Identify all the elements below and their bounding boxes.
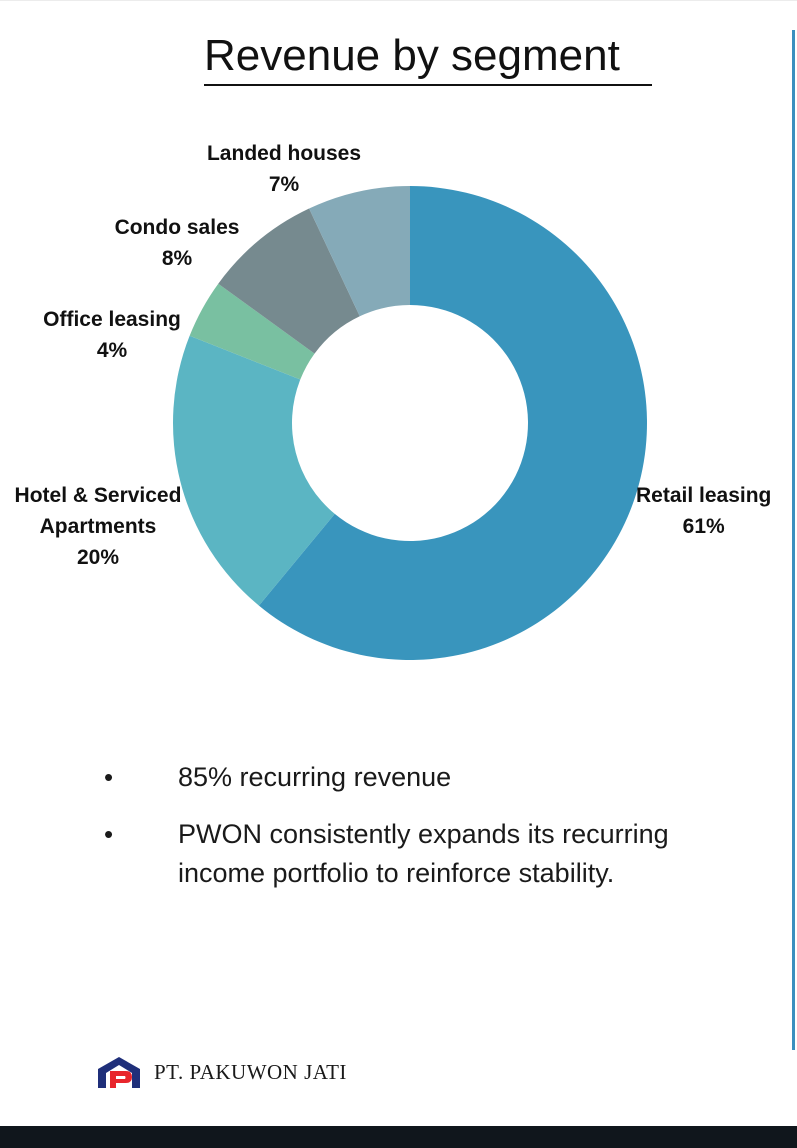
bullet-dot: • (104, 819, 114, 849)
bullet-text: PWON consistently expands its recurring … (178, 819, 669, 888)
bullet-item: • 85% recurring revenue (100, 758, 760, 797)
right-accent-rule (792, 30, 795, 1050)
slice-retail-leasing (258, 185, 648, 660)
slice-office-leasing (189, 283, 315, 380)
page-title: Revenue by segment (204, 28, 652, 86)
label-hotel-serviced-apartments: Hotel & Serviced Apartments 20% (14, 484, 182, 569)
bottom-bar (0, 1126, 797, 1148)
label-landed-houses: Landed houses 7% (206, 142, 362, 196)
bullet-list: • 85% recurring revenue • PWON consisten… (100, 758, 760, 911)
slice-landed-houses (309, 186, 410, 317)
slice-hotel-serviced-apartments (172, 335, 335, 606)
label-condo-sales: Condo sales 8% (114, 216, 240, 270)
pakuwon-logo-icon (98, 1057, 140, 1088)
label-retail-leasing: Retail leasing 61% (636, 484, 772, 538)
bullet-item: • PWON consistently expands its recurrin… (100, 815, 760, 893)
top-divider (0, 0, 797, 1)
bullet-text: 85% recurring revenue (178, 762, 452, 792)
company-name: PT. PAKUWON JATI (154, 1059, 347, 1084)
label-office-leasing: Office leasing 4% (43, 308, 181, 362)
company-logo: PT. PAKUWON JATI (96, 1055, 347, 1089)
bullet-dot: • (104, 762, 114, 792)
slice-condo-sales (218, 208, 360, 354)
donut-chart (172, 185, 648, 660)
